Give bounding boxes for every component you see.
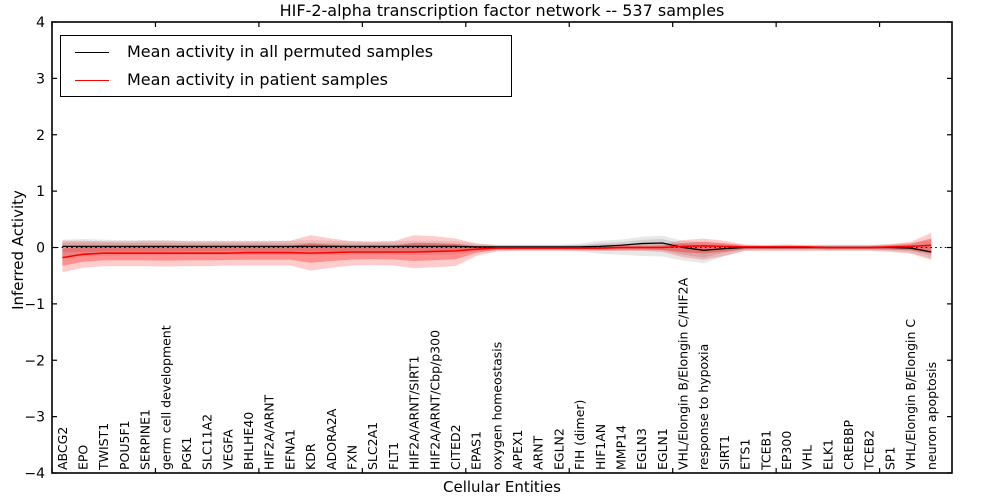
x-category-label: EGLN3	[634, 428, 649, 470]
x-category-label: ABCG2	[55, 427, 70, 470]
patient-line-swatch	[75, 79, 109, 81]
y-tick-label: −1	[24, 297, 45, 313]
x-category-label: oxygen homeostasis	[489, 342, 504, 470]
y-tick-label: 3	[36, 71, 45, 87]
patient-mean-line	[62, 244, 932, 259]
legend-item-permuted: Mean activity in all permuted samples	[61, 38, 511, 66]
x-category-label: POU5F1	[117, 420, 132, 470]
x-category-label: TWIST1	[96, 423, 111, 471]
x-category-label: response to hypoxia	[696, 344, 711, 470]
x-category-label: VHL/Elongin B/Elongin C	[903, 319, 918, 470]
x-category-label: CREBBP	[841, 420, 856, 470]
x-category-label: SLC2A1	[365, 422, 380, 470]
x-category-label: EPO	[76, 445, 91, 470]
x-category-label: VHL/Elongin B/Elongin C/HIF2A	[676, 277, 691, 470]
band-outer-1	[62, 232, 932, 273]
x-category-label: HIF2A/ARNT	[262, 394, 277, 470]
band-inner-1	[62, 238, 932, 266]
x-category-label: FXN	[345, 445, 360, 470]
x-category-label: MMP14	[613, 425, 628, 470]
x-category-label: TCEB1	[758, 430, 773, 471]
x-category-label: ARNT	[531, 435, 546, 470]
chart-title: HIF-2-alpha transcription factor network…	[279, 1, 725, 20]
x-category-label: BHLHE40	[241, 412, 256, 470]
x-category-label: VEGFA	[220, 429, 235, 470]
x-axis-label: Cellular Entities	[443, 478, 561, 496]
x-category-label: EGLN2	[551, 428, 566, 470]
band-outer-0	[62, 235, 932, 264]
x-category-label: HIF1AN	[593, 424, 608, 470]
permuted-line-swatch	[75, 51, 109, 53]
x-category-label: EP300	[779, 431, 794, 470]
legend-label-patient: Mean activity in patient samples	[127, 70, 388, 89]
x-category-label: EGLN1	[655, 428, 670, 470]
y-axis-label: Inferred Activity	[9, 190, 27, 310]
x-category-label: ADORA2A	[324, 408, 339, 470]
x-category-label: VHL	[800, 445, 815, 470]
legend-label-permuted: Mean activity in all permuted samples	[127, 42, 434, 61]
x-category-label: FIH (dimer)	[572, 400, 587, 470]
legend-item-patient: Mean activity in patient samples	[61, 66, 511, 94]
x-category-label: HIF2A/ARNT/SIRT1	[407, 356, 422, 470]
y-tick-label: 0	[36, 241, 45, 257]
x-category-label: SP1	[882, 447, 897, 470]
legend-box: Mean activity in all permuted samples Me…	[60, 35, 512, 97]
x-category-label: SIRT1	[717, 435, 732, 470]
x-category-label: EFNA1	[282, 429, 297, 470]
y-tick-label: −2	[24, 353, 45, 369]
x-category-label: TCEB2	[862, 430, 877, 471]
x-category-label: ETS1	[738, 439, 753, 470]
x-category-label: SLC11A2	[200, 414, 215, 470]
x-category-label: neuron apoptosis	[924, 362, 939, 470]
x-category-label: germ cell development	[158, 325, 173, 470]
x-category-label: SERPINE1	[138, 409, 153, 470]
x-category-label: CITED2	[448, 424, 463, 470]
y-tick-label: 4	[36, 15, 45, 31]
x-category-label: EPAS1	[469, 431, 484, 470]
x-category-label: HIF2A/ARNT/Cbp/p300	[427, 330, 442, 470]
x-category-label: FLT1	[386, 442, 401, 470]
x-category-label: APEX1	[510, 429, 525, 470]
x-category-label: PGK1	[179, 437, 194, 470]
y-tick-label: 1	[36, 184, 45, 200]
x-category-label: KDR	[303, 443, 318, 470]
y-tick-label: 2	[36, 128, 45, 144]
x-category-label: ELK1	[820, 439, 835, 470]
y-tick-label: −4	[24, 466, 45, 482]
y-tick-label: −3	[24, 410, 45, 426]
